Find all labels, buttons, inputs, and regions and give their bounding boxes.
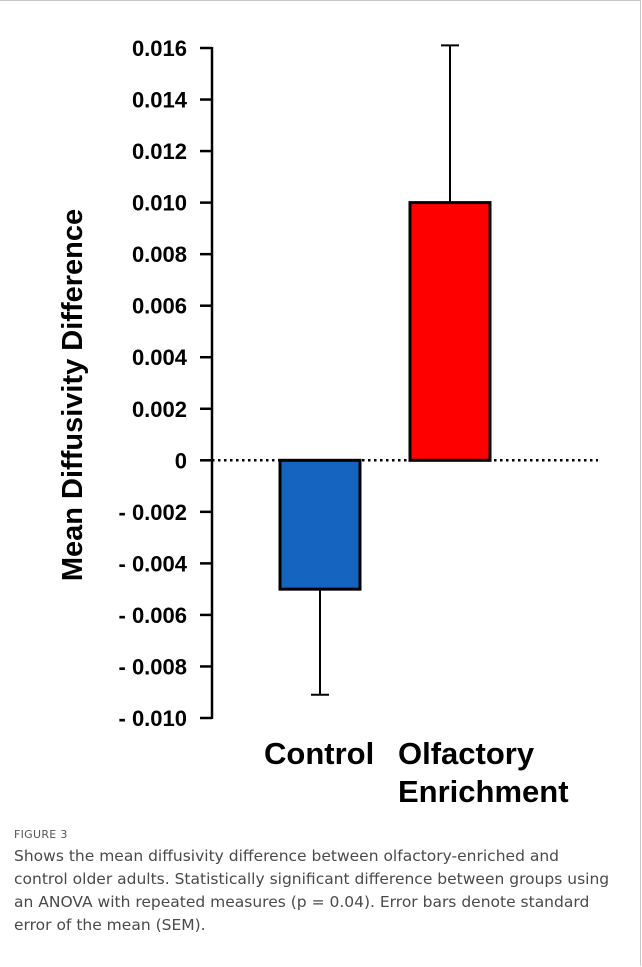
y-tick-label: 0.010 xyxy=(132,191,187,216)
y-tick-label: 0.014 xyxy=(132,88,188,113)
y-tick-label: 0.016 xyxy=(132,36,187,61)
y-tick-label: - 0.010 xyxy=(119,706,188,731)
y-tick-label: - 0.002 xyxy=(119,500,188,525)
category-label: Enrichment xyxy=(398,774,569,809)
category-label: Olfactory xyxy=(398,736,535,771)
y-tick-label: 0.002 xyxy=(132,397,187,422)
y-tick-label: 0.012 xyxy=(132,139,187,164)
caption-text: Shows the mean diffusivity difference be… xyxy=(14,847,610,934)
bar-chart: Mean Diffusivity Difference 0.0160.0140.… xyxy=(57,36,598,809)
y-tick-label: - 0.008 xyxy=(119,654,188,679)
figure-caption: FIGURE 3 Shows the mean diffusivity diff… xyxy=(14,828,614,937)
bars xyxy=(278,44,492,696)
category-label: Control xyxy=(264,736,374,771)
y-tick-label: 0.004 xyxy=(132,345,188,370)
bar xyxy=(408,201,492,462)
bar xyxy=(278,458,362,591)
figure-label: FIGURE 3 xyxy=(14,828,68,841)
y-axis-ticks: 0.016 0.014 0.012 0.010 0.008 0.006 0.004 0.002… xyxy=(119,36,212,731)
y-axis-title: Mean Diffusivity Difference xyxy=(57,209,89,581)
y-tick-label: 0.006 xyxy=(132,294,187,319)
y-tick-label: 0.008 xyxy=(132,242,187,267)
y-tick-label: 0 xyxy=(175,448,187,473)
y-tick-label: - 0.006 xyxy=(119,603,188,628)
y-tick-label: - 0.004 xyxy=(119,551,188,576)
figure-caption-text: Shows the mean diffusivity difference be… xyxy=(14,845,614,937)
